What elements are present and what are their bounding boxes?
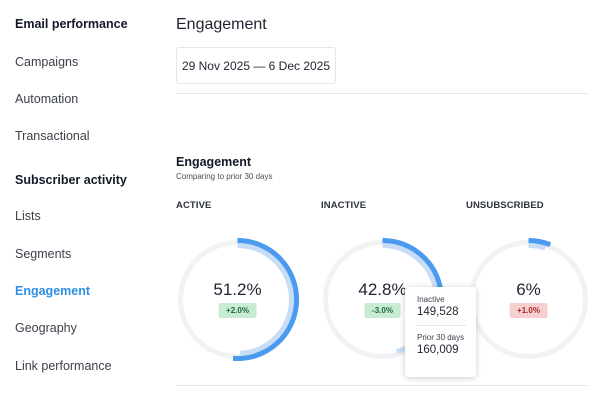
sidebar-item-segments[interactable]: Segments (15, 247, 72, 261)
sidebar-item-link-performance[interactable]: Link performance (15, 359, 112, 373)
donut-chart-active[interactable]: 51.2% +2.0% (175, 237, 300, 362)
sidebar-item-lists[interactable]: Lists (15, 209, 41, 223)
sidebar-heading-email-performance: Email performance (15, 17, 128, 31)
section-subtitle: Comparing to prior 30 days (176, 172, 273, 181)
donut-current-arc (528, 238, 552, 247)
sidebar-item-transactional[interactable]: Transactional (15, 129, 90, 143)
tooltip-current-value: 149,528 (417, 306, 459, 318)
donut-svg (178, 238, 299, 361)
sidebar-item-geography[interactable]: Geography (15, 321, 77, 335)
donut-prior-arc (528, 242, 546, 251)
tooltip-current-label: Inactive (417, 295, 445, 304)
donut-chart-unsubscribed[interactable]: 6% +1.0% (466, 237, 591, 362)
tooltip-divider (417, 325, 466, 326)
change-badge-inactive: -3.0% (364, 303, 401, 318)
section-title: Engagement (176, 155, 252, 169)
chart-tooltip: Inactive 149,528 Prior 30 days 160,009 (405, 287, 476, 377)
divider (176, 385, 588, 386)
sidebar-heading-subscriber-activity: Subscriber activity (15, 173, 127, 187)
metric-value-inactive: 42.8% (358, 280, 407, 299)
change-badge-active: +2.0% (218, 303, 257, 318)
date-range-text: 29 Nov 2025 — 6 Dec 2025 (181, 58, 331, 73)
metric-value-active: 51.2% (213, 280, 262, 299)
metric-value-unsubscribed: 6% (516, 280, 541, 299)
change-badge-unsubscribed: +1.0% (509, 303, 548, 318)
date-range-picker[interactable]: 29 Nov 2025 — 6 Dec 2025 (176, 47, 336, 84)
sidebar-nav: Email performance Campaigns Automation T… (0, 0, 160, 400)
metric-label-inactive: INACTIVE (321, 200, 367, 211)
tooltip-prior-label: Prior 30 days (417, 333, 465, 342)
sidebar-item-engagement[interactable]: Engagement (15, 284, 91, 298)
sidebar-item-automation[interactable]: Automation (15, 92, 79, 106)
sidebar-item-campaigns[interactable]: Campaigns (15, 55, 79, 69)
donut-prior-arc (237, 243, 294, 356)
divider (176, 93, 588, 94)
metric-label-active: ACTIVE (176, 200, 212, 211)
metric-label-unsubscribed: UNSUBSCRIBED (466, 200, 544, 211)
tooltip-prior-value: 160,009 (417, 344, 459, 356)
donut-current-arc (232, 238, 299, 361)
page-title: Engagement (176, 16, 267, 33)
